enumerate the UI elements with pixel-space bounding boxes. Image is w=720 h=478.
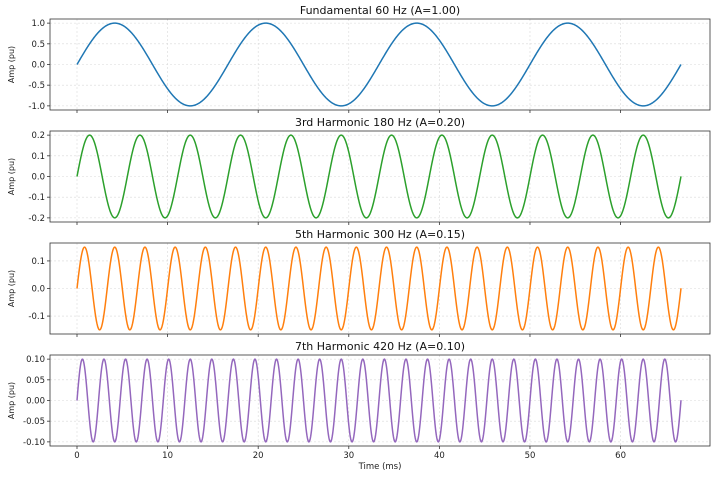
y-tick-label: 0.0: [31, 285, 45, 295]
y-tick-label: 0.10: [26, 355, 45, 365]
y-tick-label: 0.5: [31, 40, 45, 50]
y-tick-label: -0.2: [28, 214, 45, 224]
y-tick-label: 0.2: [31, 131, 45, 141]
series-line: [76, 22, 682, 107]
y-axis-label: Amp (pu): [7, 270, 16, 307]
x-tick-label: 60: [615, 451, 626, 461]
subplot-1: Fundamental 60 Hz (A=1.00) 1.0 0.5 0.0 -0.5 -…: [7, 4, 711, 113]
x-tick-label: 50: [525, 451, 536, 461]
y-tick-label: -0.1: [28, 193, 45, 203]
subplot-title: 5th Harmonic 300 Hz (A=0.15): [295, 228, 465, 241]
subplot-title: 3rd Harmonic 180 Hz (A=0.20): [295, 116, 465, 129]
y-tick-label: 1.0: [31, 19, 45, 29]
y-tick-label: -0.05: [23, 417, 45, 427]
x-tick-label: 40: [434, 451, 445, 461]
y-axis-label: Amp (pu): [7, 382, 16, 419]
y-tick-label: 0.0: [31, 61, 45, 71]
y-tick-label: -0.1: [28, 312, 45, 322]
y-tick-label: -0.10: [23, 438, 45, 448]
x-tick-label: 20: [253, 451, 264, 461]
subplot-3: 5th Harmonic 300 Hz (A=0.15) 0.1 0.0 -0.1 Am…: [7, 228, 711, 337]
subplot-title: Fundamental 60 Hz (A=1.00): [300, 4, 460, 17]
series-line: [76, 134, 682, 219]
y-tick-label: -1.0: [28, 102, 45, 112]
subplot-4: 7th Harmonic 420 Hz (A=0.10) 0.10 0.05 0.00…: [7, 340, 711, 472]
y-tick-label: 0.1: [31, 257, 45, 267]
subplot-title: 7th Harmonic 420 Hz (A=0.10): [295, 340, 465, 353]
y-tick-label: 0.00: [26, 397, 45, 407]
y-axis-label: Amp (pu): [7, 46, 16, 83]
y-axis-label: Amp (pu): [7, 158, 16, 195]
series-line: [76, 246, 682, 331]
x-axis-label: Time (ms): [358, 462, 402, 472]
y-tick-label: 0.0: [31, 173, 45, 183]
x-tick-label: 10: [162, 451, 173, 461]
y-tick-label: -0.5: [28, 81, 45, 91]
x-tick-label: 0: [74, 451, 79, 461]
subplot-2: 3rd Harmonic 180 Hz (A=0.20) 0.2 0.1 0.0 -0.…: [7, 116, 711, 225]
series-line: [76, 358, 682, 443]
y-tick-label: 0.1: [31, 152, 45, 162]
x-tick-label: 30: [343, 451, 354, 461]
y-tick-label: 0.05: [26, 376, 45, 386]
